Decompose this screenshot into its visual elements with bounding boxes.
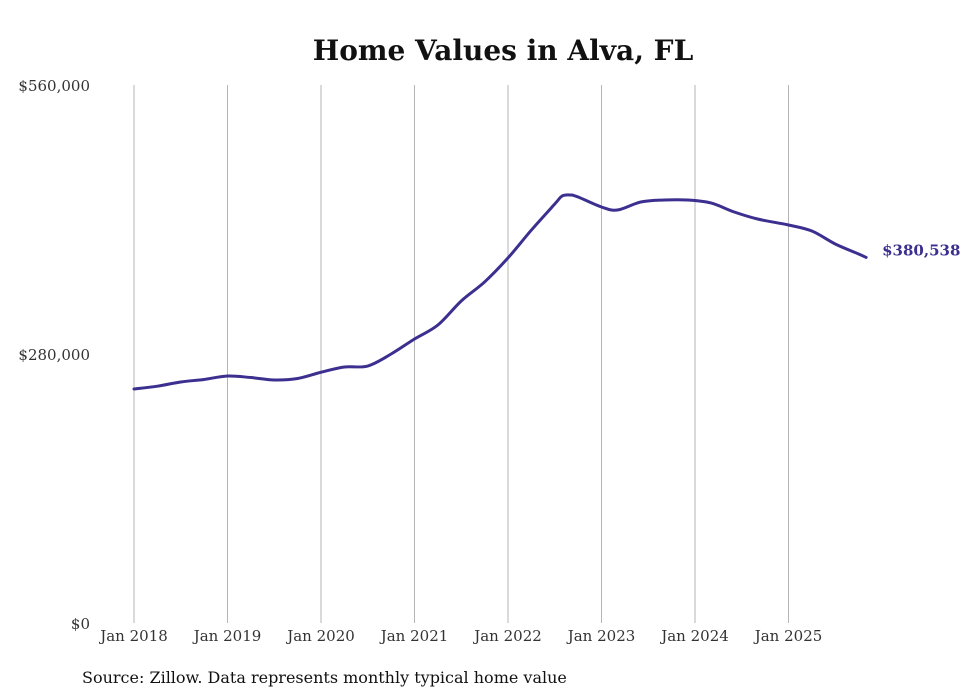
- x-tick-label: Jan 2021: [379, 627, 449, 645]
- x-tick-label: Jan 2018: [98, 627, 168, 645]
- x-tick-label: Jan 2023: [566, 627, 636, 645]
- x-tick-label: Jan 2019: [192, 627, 262, 645]
- x-tick-label: Jan 2025: [753, 627, 823, 645]
- y-tick-label: $280,000: [18, 346, 90, 364]
- chart-title: Home Values in Alva, FL: [313, 34, 694, 67]
- x-tick-label: Jan 2022: [472, 627, 542, 645]
- y-tick-label: $560,000: [18, 77, 90, 95]
- end-value-label: $380,538: [882, 241, 960, 259]
- x-tick-label: Jan 2020: [285, 627, 355, 645]
- series-line: [132, 193, 868, 391]
- x-tick-label: Jan 2024: [659, 627, 729, 645]
- source-note: Source: Zillow. Data represents monthly …: [82, 668, 567, 687]
- y-tick-label: $0: [71, 615, 90, 633]
